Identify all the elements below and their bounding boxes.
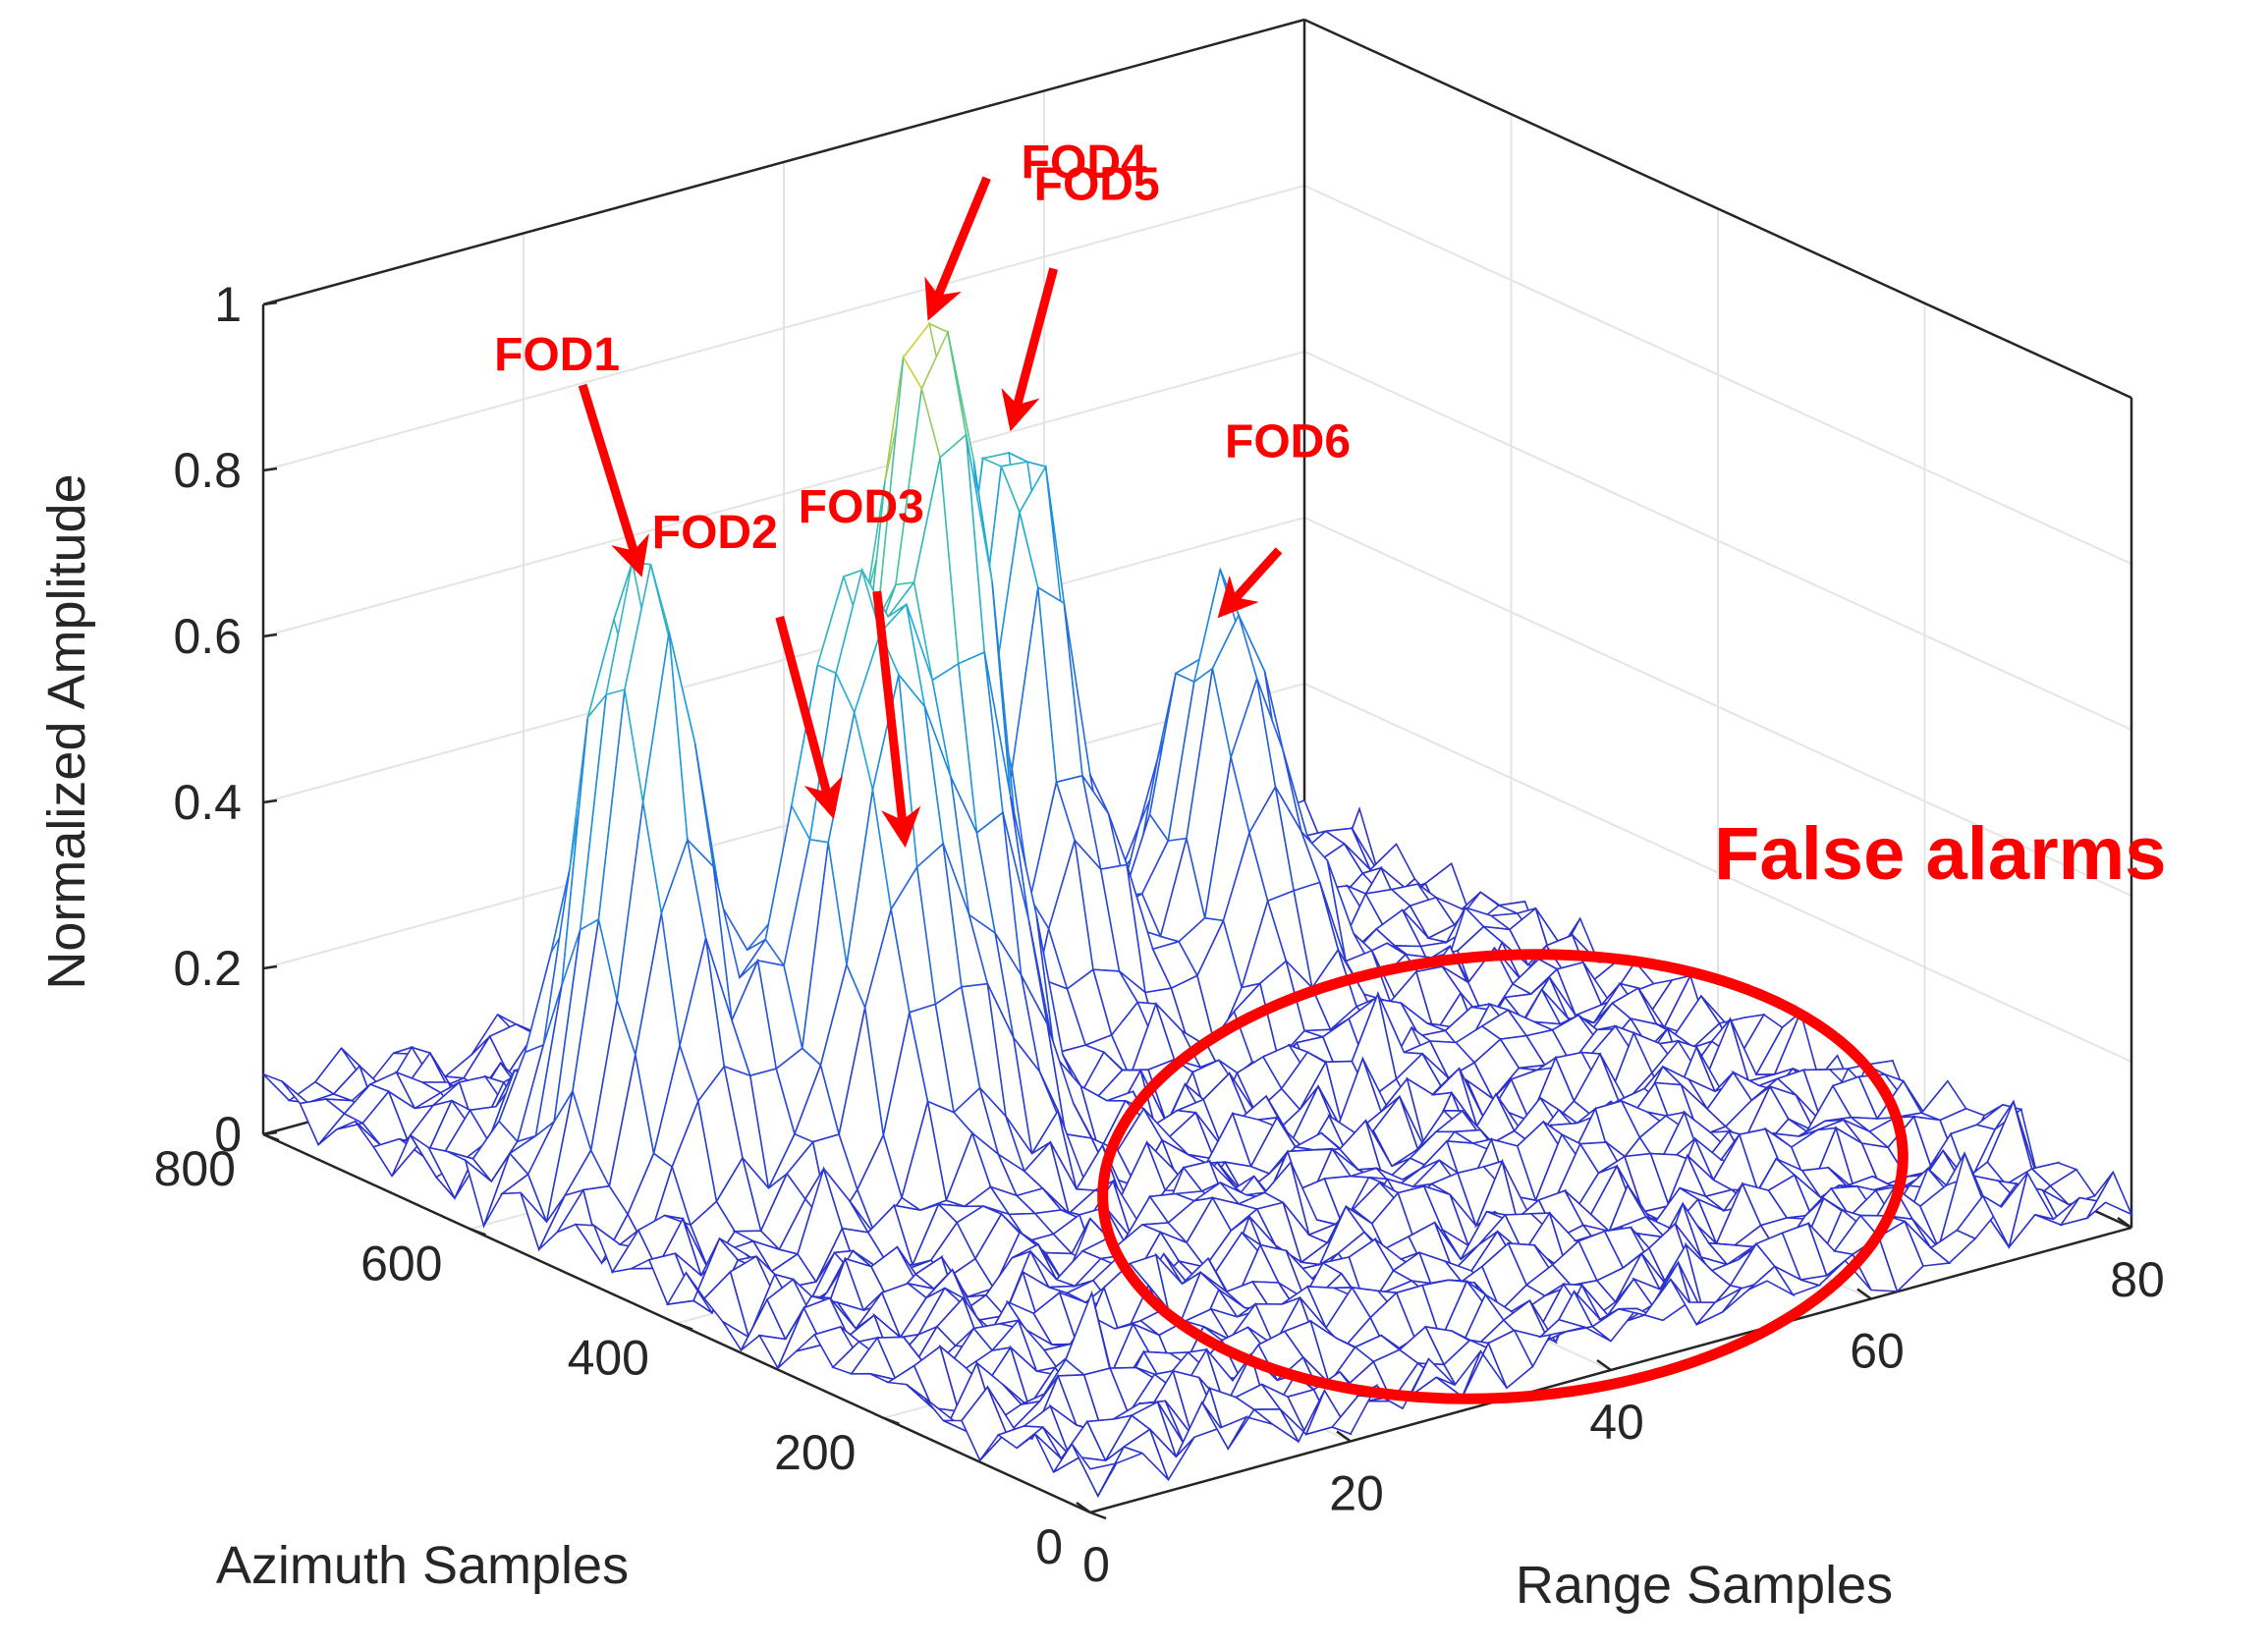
x-tick-label: 0 [1082, 1537, 1110, 1592]
z-tick-label: 0.4 [173, 775, 242, 830]
x-tick-label: 60 [1850, 1324, 1905, 1379]
y-tick-label: 600 [360, 1236, 442, 1291]
z-tick-label: 0.8 [173, 443, 242, 498]
y-tick [262, 1132, 280, 1142]
box-edge [262, 18, 1305, 306]
x-tick [1856, 1288, 1872, 1300]
y-axis-label: Azimuth Samples [216, 1536, 629, 1595]
y-tick [676, 1322, 693, 1331]
peak-label: FOD6 [1225, 415, 1351, 467]
y-tick-label: 400 [568, 1331, 649, 1386]
z-tick [262, 301, 278, 306]
peak-label: FOD4 [1022, 137, 1147, 189]
y-tick [883, 1416, 900, 1425]
x-tick-label: 40 [1589, 1395, 1644, 1450]
x-tick [2117, 1216, 2132, 1230]
x-tick-label: 80 [2110, 1252, 2165, 1307]
x-axis-label: Range Samples [1516, 1556, 1893, 1615]
z-tick-label: 0 [214, 1107, 242, 1162]
y-tick-label: 200 [774, 1425, 856, 1480]
x-tick [1336, 1430, 1352, 1443]
false-alarm-ellipse [1097, 949, 1908, 1404]
z-tick [262, 467, 278, 472]
peak-arrow [1217, 547, 1283, 619]
peak-arrow [1001, 267, 1058, 432]
peak-label: FOD5 [1034, 159, 1160, 211]
false-alarm-label: False alarms [1714, 812, 2167, 896]
peak-label: FOD1 [494, 329, 620, 381]
surface-cell [2086, 1170, 2133, 1219]
y-tick-label: 0 [1035, 1519, 1063, 1574]
z-tick-label: 1 [214, 277, 242, 332]
peak-arrow [872, 590, 921, 849]
y-tick-label: 800 [154, 1141, 236, 1196]
box-edge [1303, 18, 2132, 400]
z-tick [262, 798, 278, 804]
peak-arrow [924, 176, 991, 321]
z-axis-label: Normalized Amplitude [37, 473, 96, 989]
y-tick [470, 1228, 486, 1237]
peak-label: FOD3 [799, 481, 924, 533]
x-tick-label: 20 [1329, 1466, 1384, 1521]
x-tick [1076, 1501, 1091, 1514]
y-tick [1089, 1511, 1107, 1520]
z-tick-label: 0.2 [173, 941, 242, 996]
peak-label: FOD2 [652, 507, 778, 559]
peak-arrow [775, 616, 843, 819]
peak-arrow [578, 383, 649, 577]
z-tick [262, 964, 278, 970]
x-tick [1596, 1358, 1612, 1372]
z-tick-label: 0.6 [173, 609, 242, 664]
surface-mesh [262, 321, 2133, 1498]
z-tick [262, 632, 278, 638]
